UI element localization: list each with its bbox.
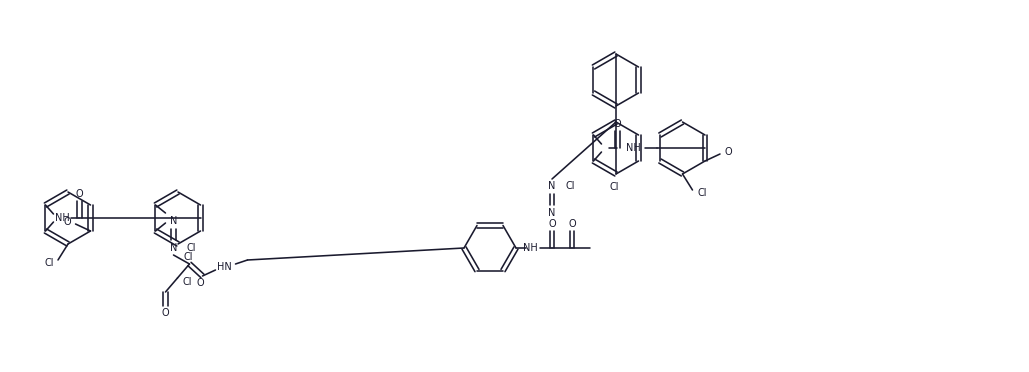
Text: Cl: Cl <box>609 182 618 192</box>
Text: Cl: Cl <box>186 243 196 253</box>
Text: Cl: Cl <box>565 181 574 191</box>
Text: NH: NH <box>56 213 70 223</box>
Text: O: O <box>548 219 556 229</box>
Text: N: N <box>548 208 556 218</box>
Text: O: O <box>568 219 576 229</box>
Text: Cl: Cl <box>44 258 54 268</box>
Text: O: O <box>64 217 71 227</box>
Text: N: N <box>170 243 177 253</box>
Text: HN: HN <box>217 262 232 272</box>
Text: NH: NH <box>523 243 537 253</box>
Text: O: O <box>197 278 205 288</box>
Text: Cl: Cl <box>182 277 192 287</box>
Text: N: N <box>548 181 556 191</box>
Text: Cl: Cl <box>698 188 707 198</box>
Text: O: O <box>162 308 170 318</box>
Text: Cl: Cl <box>183 252 192 262</box>
Text: O: O <box>613 119 622 129</box>
Text: O: O <box>724 147 732 157</box>
Text: N: N <box>170 216 177 226</box>
Text: O: O <box>76 189 83 199</box>
Text: NH: NH <box>626 143 641 153</box>
